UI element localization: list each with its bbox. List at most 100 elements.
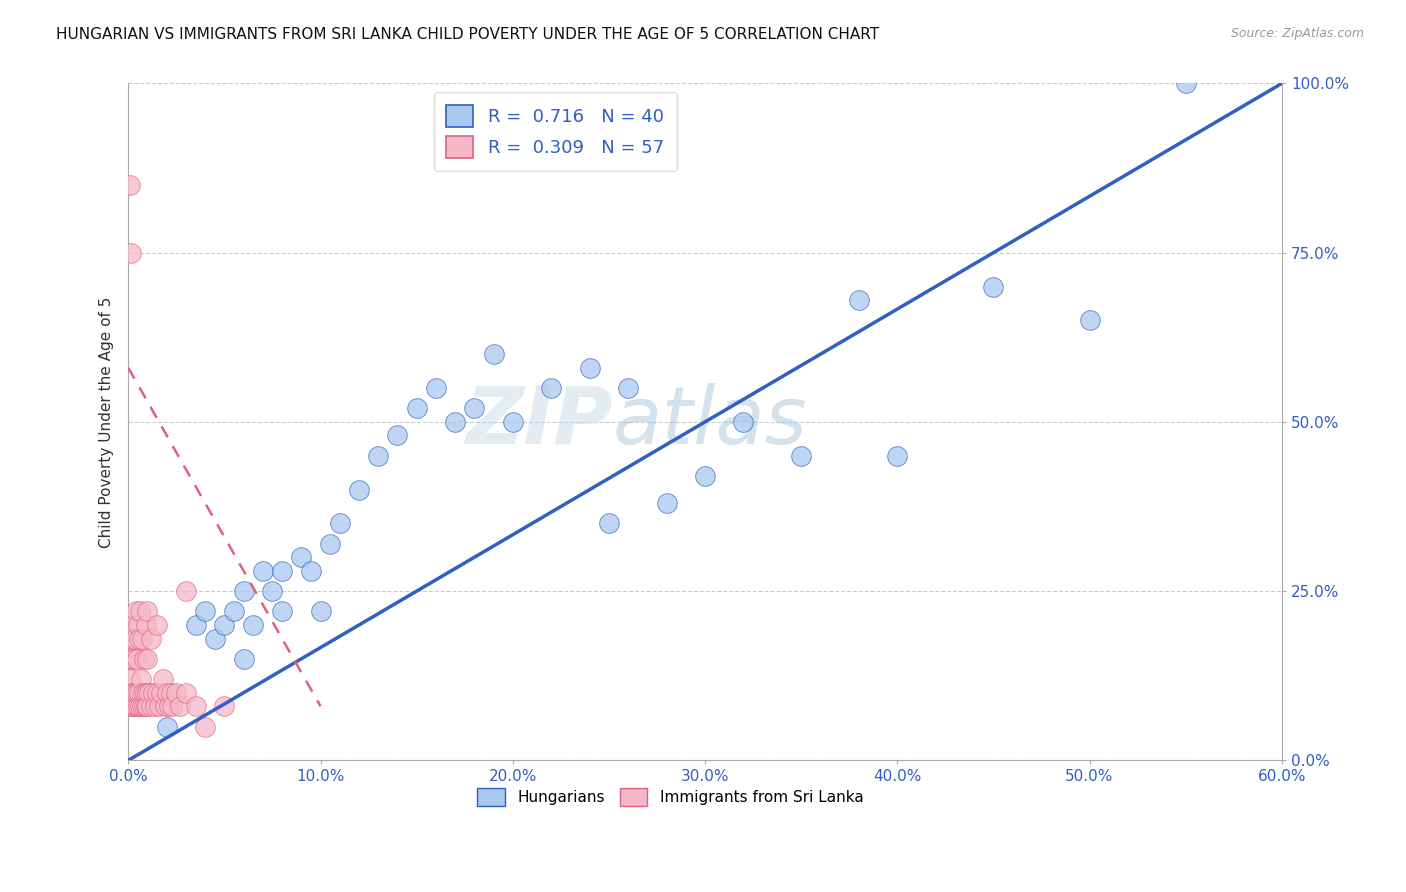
Point (222, 604, 245, 618)
Point (174, 584, 197, 599)
Point (482, 347, 505, 361)
Point (121, 632, 143, 646)
Point (125, 652, 148, 666)
Point (983, 279, 1005, 293)
Point (655, 496, 678, 510)
Point (165, 686, 187, 700)
Point (156, 686, 179, 700)
Point (162, 699, 184, 714)
Point (127, 618, 149, 632)
Point (319, 537, 342, 551)
Point (194, 604, 217, 618)
Point (127, 699, 149, 714)
Point (194, 720, 217, 734)
Point (136, 652, 159, 666)
Point (174, 686, 197, 700)
Point (128, 686, 150, 700)
Point (128, 699, 150, 714)
Point (502, 415, 524, 429)
Point (886, 449, 908, 463)
Point (136, 699, 159, 714)
Point (135, 686, 157, 700)
Point (129, 672, 152, 686)
Point (141, 632, 163, 646)
Point (299, 564, 322, 578)
Point (232, 584, 254, 599)
Point (135, 618, 157, 632)
Point (146, 618, 169, 632)
Point (309, 604, 332, 618)
Point (128, 632, 150, 646)
Point (125, 686, 148, 700)
Point (159, 686, 181, 700)
Point (1078, 313, 1101, 327)
Text: ZIP: ZIP (465, 383, 613, 461)
Point (149, 686, 172, 700)
Point (790, 449, 813, 463)
Point (132, 699, 155, 714)
Point (120, 245, 142, 260)
Point (329, 516, 352, 531)
Point (142, 686, 165, 700)
Point (733, 415, 755, 429)
Point (146, 686, 169, 700)
Point (693, 469, 716, 483)
Point (125, 604, 148, 618)
Point (125, 699, 148, 714)
Text: HUNGARIAN VS IMMIGRANTS FROM SRI LANKA CHILD POVERTY UNDER THE AGE OF 5 CORRELAT: HUNGARIAN VS IMMIGRANTS FROM SRI LANKA C… (56, 27, 879, 42)
Point (232, 652, 254, 666)
Point (242, 618, 264, 632)
Point (132, 652, 155, 666)
Point (124, 686, 146, 700)
Point (120, 699, 142, 714)
Point (184, 618, 207, 632)
Point (598, 516, 620, 531)
Point (425, 381, 447, 395)
Point (134, 686, 156, 700)
Point (124, 632, 146, 646)
Point (387, 428, 409, 442)
Point (122, 618, 145, 632)
Point (141, 699, 163, 714)
Point (184, 699, 207, 714)
Point (143, 699, 166, 714)
Point (131, 699, 153, 714)
Point (169, 699, 191, 714)
Point (463, 401, 485, 416)
Point (152, 672, 174, 686)
Point (262, 584, 284, 599)
Point (121, 699, 143, 714)
Point (120, 652, 142, 666)
Point (347, 483, 370, 497)
Y-axis label: Child Poverty Under the Age of 5: Child Poverty Under the Age of 5 (100, 296, 114, 548)
Point (617, 381, 640, 395)
Point (1174, 77, 1197, 91)
Point (444, 415, 467, 429)
Point (136, 604, 159, 618)
Point (271, 604, 294, 618)
Point (214, 699, 236, 714)
Point (122, 652, 145, 666)
Point (135, 699, 157, 714)
Point (153, 699, 176, 714)
Point (214, 618, 236, 632)
Point (138, 686, 160, 700)
Point (204, 632, 226, 646)
Point (290, 550, 312, 565)
Point (148, 699, 170, 714)
Legend: Hungarians, Immigrants from Sri Lanka: Hungarians, Immigrants from Sri Lanka (470, 780, 872, 814)
Point (131, 686, 153, 700)
Text: atlas: atlas (613, 383, 807, 461)
Point (271, 564, 294, 578)
Point (120, 178, 142, 192)
Point (157, 699, 180, 714)
Point (156, 720, 179, 734)
Point (367, 449, 389, 463)
Text: Source: ZipAtlas.com: Source: ZipAtlas.com (1230, 27, 1364, 40)
Point (128, 604, 150, 618)
Point (122, 699, 145, 714)
Point (405, 401, 427, 416)
Point (578, 360, 600, 375)
Point (848, 293, 870, 307)
Point (120, 686, 142, 700)
